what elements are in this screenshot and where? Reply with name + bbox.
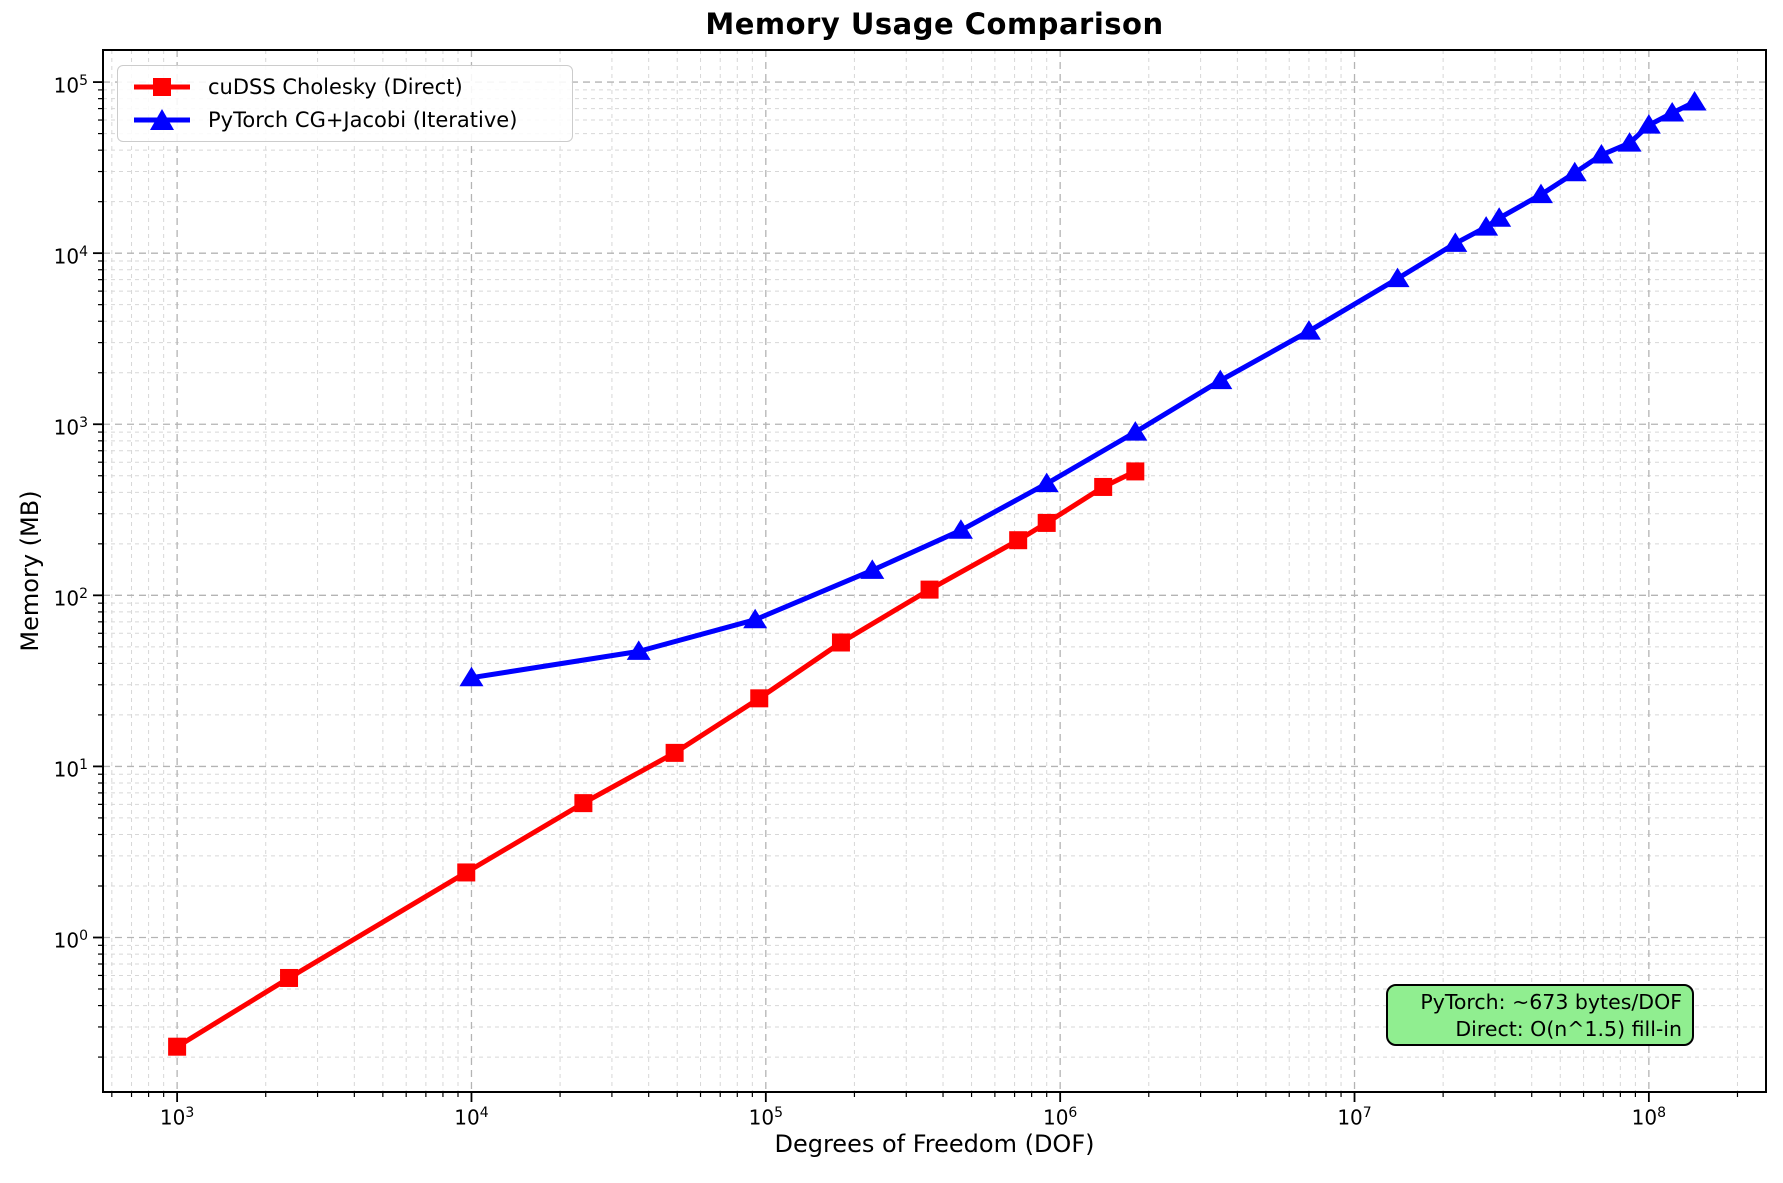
data-point-marker bbox=[457, 863, 476, 882]
data-point-marker bbox=[1443, 232, 1468, 252]
series-pytorch-line bbox=[469, 99, 1698, 681]
x-tick-label: 104 bbox=[454, 1105, 489, 1130]
data-point-marker bbox=[1682, 90, 1707, 111]
plot-border bbox=[102, 49, 1767, 1093]
legend-item-cudss: cuDSS Cholesky (Direct) bbox=[130, 74, 566, 100]
data-point-marker bbox=[665, 743, 684, 762]
data-point-marker bbox=[280, 968, 299, 987]
annotation-line-1: PyTorch: ~673 bytes/DOF bbox=[1420, 990, 1682, 1014]
data-point-marker bbox=[1123, 421, 1148, 441]
data-point-marker bbox=[1487, 207, 1512, 227]
x-axis-label: Degrees of Freedom (DOF) bbox=[774, 1130, 1095, 1158]
y-axis-label: Memory (MB) bbox=[16, 490, 44, 652]
data-point-marker bbox=[743, 608, 768, 629]
data-point-marker bbox=[168, 1037, 187, 1056]
annotation-line-2: Direct: O(n^1.5) fill-in bbox=[1455, 1017, 1682, 1041]
legend-triangle-marker-icon bbox=[134, 109, 190, 131]
data-point-marker bbox=[1660, 101, 1685, 122]
data-point-marker bbox=[1094, 477, 1113, 496]
data-point-marker bbox=[750, 689, 769, 708]
data-point-marker bbox=[1009, 531, 1028, 550]
data-point-marker bbox=[831, 633, 850, 652]
x-tick-label: 106 bbox=[1042, 1105, 1078, 1130]
legend: cuDSS Cholesky (Direct) PyTorch CG+Jacob… bbox=[117, 65, 573, 142]
data-point-marker bbox=[1589, 143, 1614, 164]
x-tick-label: 107 bbox=[1337, 1105, 1372, 1130]
chart-title: Memory Usage Comparison bbox=[705, 7, 1164, 41]
data-point-marker bbox=[920, 580, 939, 599]
data-point-marker bbox=[1562, 161, 1587, 182]
data-point-marker bbox=[948, 519, 973, 539]
y-tick-label: 105 bbox=[53, 73, 88, 98]
data-point-marker bbox=[459, 666, 484, 687]
x-tick-label: 103 bbox=[159, 1105, 195, 1130]
y-tick-label: 104 bbox=[53, 244, 88, 269]
y-tick-label: 102 bbox=[53, 586, 88, 611]
x-tick-label: 108 bbox=[1631, 1105, 1667, 1130]
legend-item-label: cuDSS Cholesky (Direct) bbox=[208, 74, 463, 99]
x-tick-label: 105 bbox=[748, 1105, 783, 1130]
data-point-marker bbox=[1385, 267, 1410, 288]
data-point-marker bbox=[626, 640, 651, 660]
data-point-marker bbox=[1636, 114, 1661, 134]
data-point-marker bbox=[1126, 462, 1145, 481]
y-tick-label: 100 bbox=[53, 928, 88, 954]
data-point-marker bbox=[1037, 513, 1056, 532]
data-point-marker bbox=[1296, 320, 1321, 340]
legend-item-pytorch: PyTorch CG+Jacobi (Iterative) bbox=[130, 107, 566, 133]
data-point-marker bbox=[1208, 369, 1233, 390]
series-cudss-line bbox=[174, 468, 1138, 1050]
data-point-marker bbox=[1034, 472, 1059, 493]
data-point-marker bbox=[1528, 183, 1553, 204]
annotation-box: PyTorch: ~673 bytes/DOF Direct: O(n^1.5)… bbox=[1386, 984, 1694, 1046]
legend-item-label: PyTorch CG+Jacobi (Iterative) bbox=[208, 108, 518, 133]
data-point-marker bbox=[1474, 216, 1499, 236]
y-tick-label: 101 bbox=[53, 757, 88, 783]
legend-square-marker-icon bbox=[134, 77, 190, 96]
data-point-marker bbox=[574, 794, 593, 813]
data-point-marker bbox=[1617, 132, 1642, 152]
y-tick-label: 103 bbox=[53, 415, 88, 440]
data-point-marker bbox=[860, 559, 885, 579]
